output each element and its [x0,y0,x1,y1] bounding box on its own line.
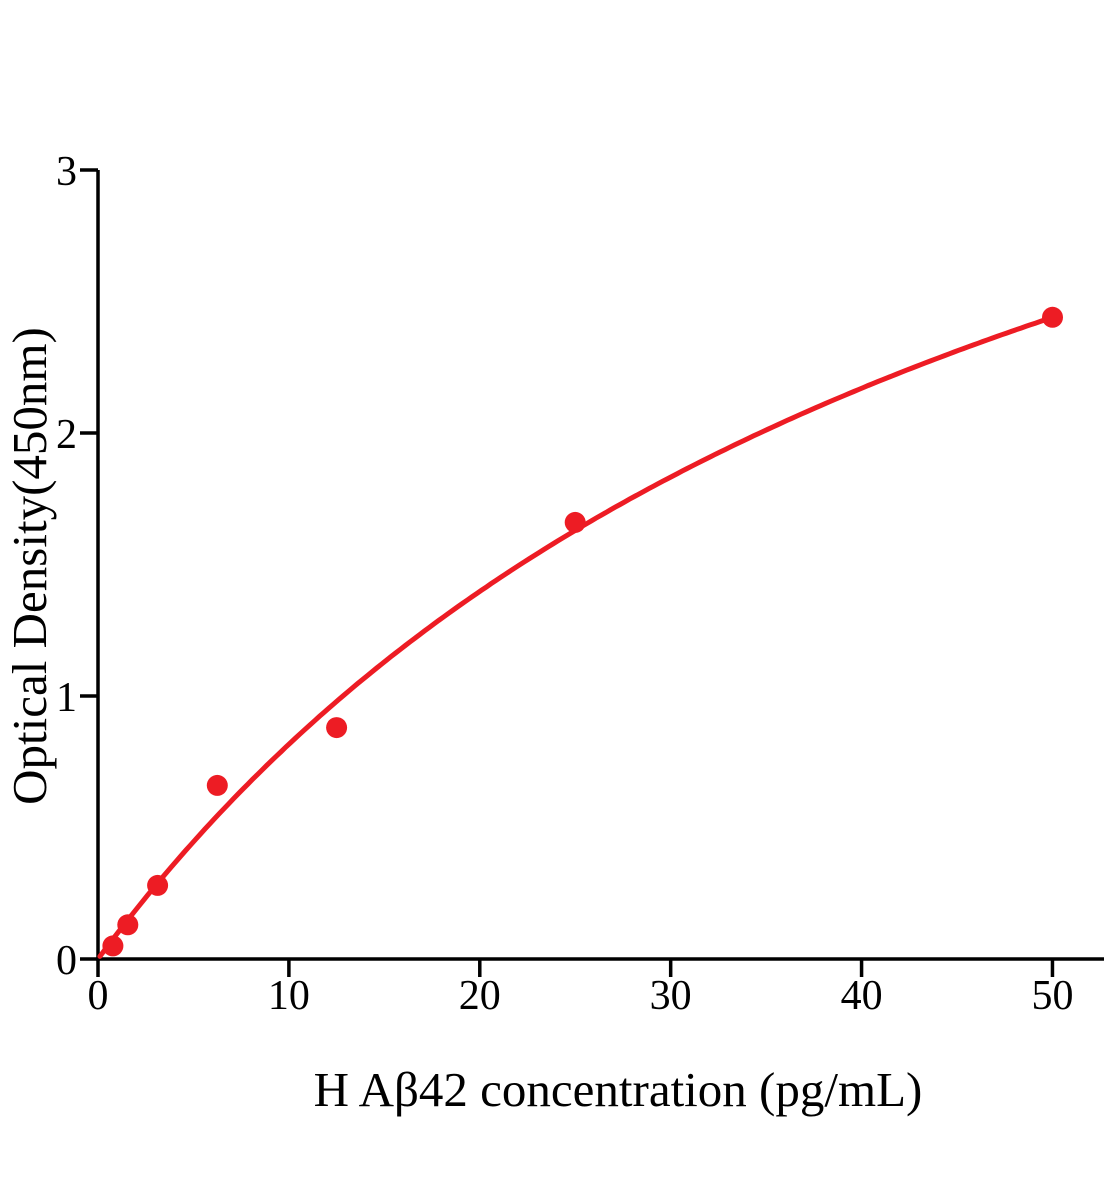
y-tick-label: 0 [56,938,77,984]
series-layer [97,306,1063,959]
data-point [1042,306,1063,328]
data-point [206,774,228,796]
y-tick-label: 1 [56,675,77,721]
x-tick-label: 40 [841,973,883,1019]
y-tick-label: 2 [56,412,77,458]
data-point [102,935,124,957]
x-tick-label: 30 [650,973,692,1019]
axes-layer: 0 10 20 30 40 50 0 1 2 3 [56,149,1104,1019]
data-point [117,914,139,936]
x-tick-label: 20 [459,973,501,1019]
x-tick-label: 10 [268,973,310,1019]
fit-curve [97,315,1053,959]
x-axis-title: H Aβ42 concentration (pg/mL) [314,1062,923,1117]
y-tick-label: 3 [56,149,77,195]
data-point [326,717,348,739]
data-point [564,511,586,533]
x-tick-label: 50 [1031,973,1073,1019]
x-tick-label: 0 [88,973,109,1019]
y-axis-title: Optical Density(450nm) [2,327,57,805]
data-point [147,874,169,896]
